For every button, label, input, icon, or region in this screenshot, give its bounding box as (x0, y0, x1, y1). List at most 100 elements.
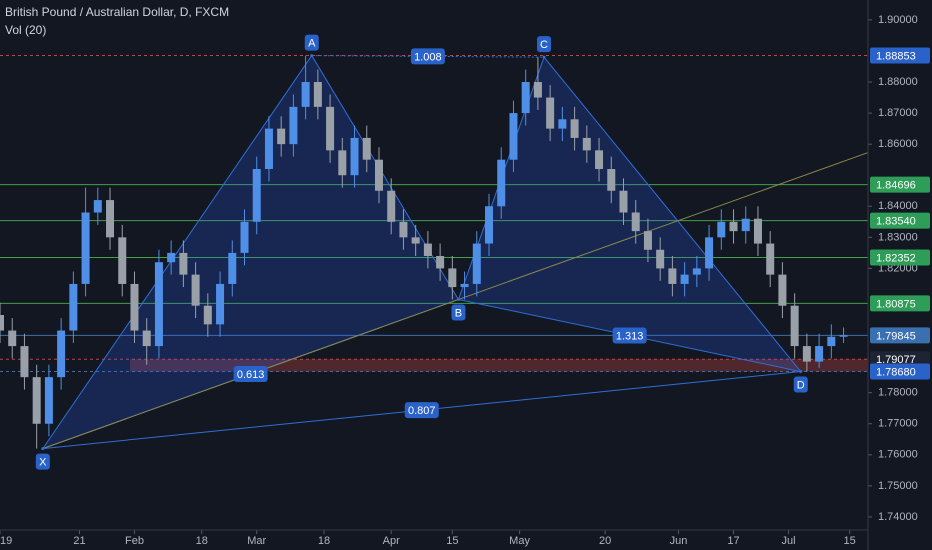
candle-body (32, 377, 41, 424)
symbol-title: British Pound / Australian Dollar, D, FX… (5, 5, 229, 19)
candle-body (228, 252, 237, 284)
point-box (35, 453, 50, 470)
x-tick-label: 2019 (0, 535, 12, 547)
candle-body (839, 335, 848, 337)
candle-body (802, 346, 811, 362)
level-box (870, 295, 930, 312)
x-tick-label: 20 (599, 535, 611, 547)
candle-body (240, 221, 249, 253)
candle-body (656, 249, 665, 269)
candle-body (497, 159, 506, 207)
pattern-point (310, 54, 314, 58)
y-tick-label: 1.77000 (878, 418, 918, 430)
y-tick-label: 1.90000 (878, 14, 918, 26)
candle-body (277, 128, 286, 145)
point-box (793, 376, 808, 393)
ratio-box (233, 366, 268, 383)
prz-zone (130, 359, 868, 372)
point-label: A (308, 38, 316, 50)
candle-body (619, 190, 628, 213)
level-label: 1.82352 (876, 252, 916, 264)
level-box (870, 212, 930, 229)
candle-body (338, 150, 347, 176)
point-box (451, 304, 466, 321)
x-tick-label: Jun (670, 535, 688, 547)
candle-body (8, 330, 17, 347)
candle-body (521, 82, 530, 114)
y-tick-label: 1.88000 (878, 76, 918, 88)
candle-body (350, 137, 359, 176)
y-tick-label: 1.87000 (878, 107, 918, 119)
candle-body (595, 150, 604, 170)
candle-body (289, 106, 298, 145)
x-tick-label: 18 (196, 535, 208, 547)
pattern-point (456, 297, 460, 301)
indicator-title: Vol (20) (5, 23, 46, 37)
pattern-point (542, 55, 546, 59)
x-tick-label: Jul (782, 535, 796, 547)
candle-body (680, 274, 689, 284)
candle-body (399, 221, 408, 238)
candle-body (533, 82, 542, 98)
candle-body (705, 237, 714, 269)
candle-body (57, 330, 66, 378)
point-box (537, 36, 552, 53)
candle-body (313, 82, 322, 107)
candle-body (753, 218, 762, 244)
candle-body (387, 190, 396, 222)
y-tick-label: 1.84000 (878, 200, 918, 212)
candle-body (485, 206, 494, 244)
level-box (870, 176, 930, 193)
point-box (304, 34, 319, 51)
candle-body (81, 212, 90, 284)
candle-body (790, 305, 799, 347)
level-label: 1.80875 (876, 298, 916, 310)
candle-body (374, 159, 383, 191)
ratio-label: 0.807 (408, 405, 436, 417)
pattern-point (799, 370, 803, 374)
candle-body (20, 346, 29, 378)
candle-body (778, 274, 787, 306)
candle-body (643, 231, 652, 250)
ratio-label: 0.613 (237, 369, 265, 381)
y-tick-label: 1.78000 (878, 387, 918, 399)
x-tick-label: 18 (318, 535, 330, 547)
candle-body (729, 221, 738, 232)
y-tick-label: 1.75000 (878, 480, 918, 492)
candle-body (448, 268, 457, 288)
candle-body (472, 243, 481, 284)
candle-body (509, 113, 518, 160)
candle-body (118, 237, 127, 284)
candle-body (607, 169, 616, 191)
candle-body (191, 274, 200, 306)
candle-body (142, 330, 151, 347)
x-tick-label: Mar (247, 535, 266, 547)
level-label: 1.78680 (876, 366, 916, 378)
level-box (870, 249, 930, 266)
x-tick-label: Apr (383, 535, 400, 547)
candle-body (558, 119, 567, 129)
candle-body (154, 262, 163, 347)
candle-body (264, 128, 273, 170)
candle-body (252, 169, 261, 222)
x-tick-label: 15 (844, 535, 856, 547)
point-label: B (455, 307, 462, 319)
candle-body (668, 268, 677, 284)
candle-body (436, 255, 445, 269)
level-label: 1.83540 (876, 215, 916, 227)
ratio-label: 1.313 (616, 330, 644, 342)
candle-body (692, 268, 701, 275)
point-label: X (39, 457, 47, 469)
candle-body (362, 137, 371, 160)
level-box (870, 327, 930, 344)
candle-body (301, 82, 310, 107)
candle-body (326, 106, 335, 151)
candle-body (423, 243, 432, 256)
candle-body (44, 377, 53, 424)
candle-body (0, 315, 4, 331)
ratio-box (404, 402, 439, 419)
pattern-point (41, 447, 45, 451)
ratio-label: 1.008 (414, 51, 442, 63)
